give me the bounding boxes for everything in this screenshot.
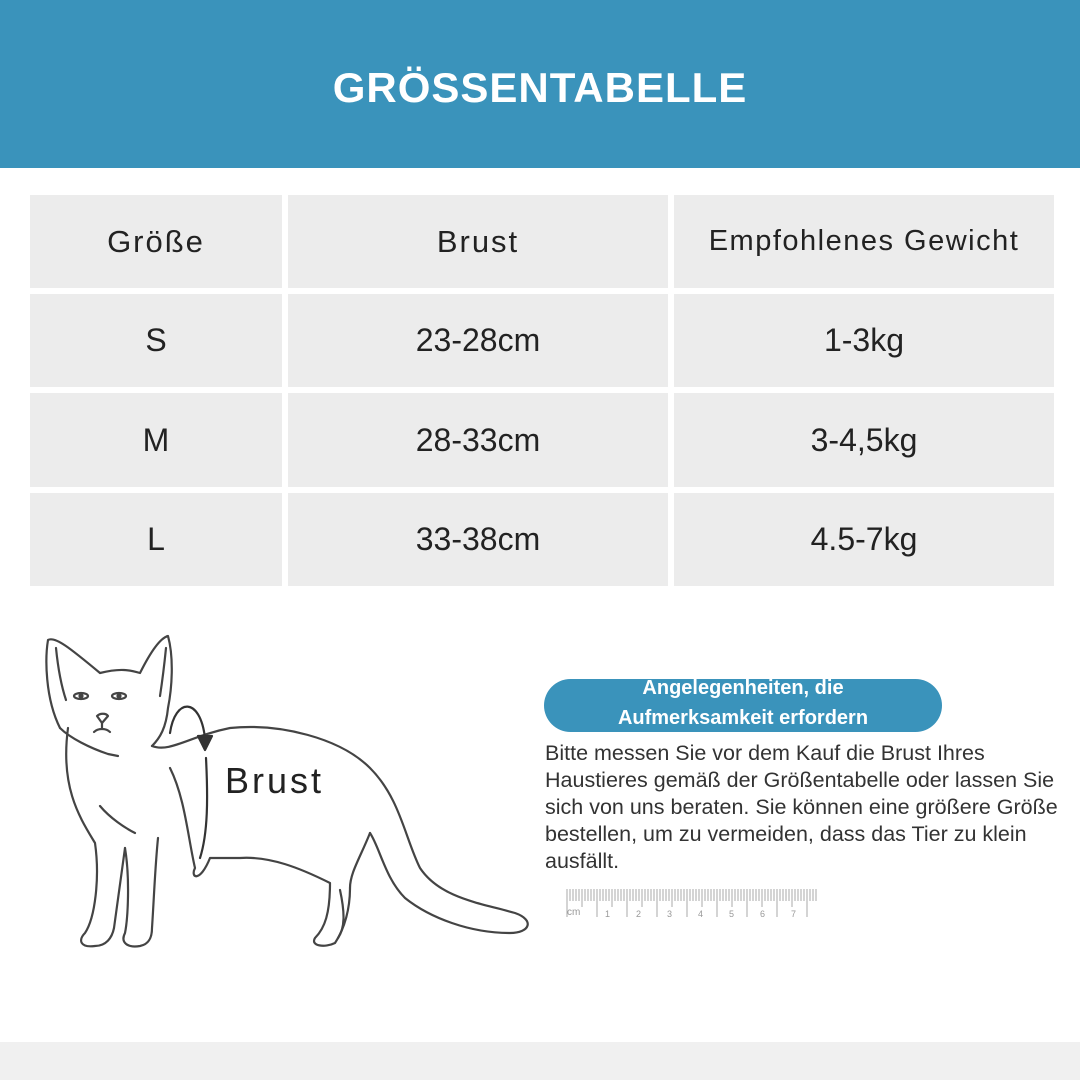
table-cell-weight: 4.5-7kg <box>674 493 1054 586</box>
ruler-label: 2 <box>636 909 641 919</box>
ruler-label: 1 <box>605 909 610 919</box>
ruler-label: 4 <box>698 909 703 919</box>
header-banner: GRÖSSENTABELLE <box>0 0 1080 168</box>
column-header-weight: Empfohlenes Gewicht <box>674 195 1054 288</box>
ruler-label: 3 <box>667 909 672 919</box>
notice-body: Bitte messen Sie vor dem Kauf die Brust … <box>545 741 1058 873</box>
ruler-label: 7 <box>791 909 796 919</box>
table-cell-chest: 28-33cm <box>288 393 668 487</box>
ruler-unit: cm <box>567 907 580 918</box>
notice-title-badge: Angelegenheiten, die Aufmerksamkeit erfo… <box>544 677 942 732</box>
notice-title-line2: Aufmerksamkeit erfordern <box>617 707 869 729</box>
ruler-label: 6 <box>760 909 765 919</box>
footer-band <box>0 1042 1080 1080</box>
column-header-size: Größe <box>30 195 282 288</box>
table-cell-size: L <box>30 493 282 586</box>
column-header-chest: Brust <box>288 195 668 288</box>
ruler-label: 5 <box>729 909 734 919</box>
table-cell-chest: 23-28cm <box>288 294 668 387</box>
cat-outline-icon <box>45 634 529 948</box>
chest-label: Brust <box>225 760 325 801</box>
notice-title-line1: Angelegenheiten, die <box>642 677 844 699</box>
table-cell-size: S <box>30 294 282 387</box>
table-cell-weight: 1-3kg <box>674 294 1054 387</box>
ruler-icon: cm 1 2 3 4 5 6 7 <box>566 889 817 919</box>
table-cell-size: M <box>30 393 282 487</box>
table-cell-chest: 33-38cm <box>288 493 668 586</box>
page-title: GRÖSSENTABELLE <box>332 64 748 111</box>
table-cell-weight: 3-4,5kg <box>674 393 1054 487</box>
